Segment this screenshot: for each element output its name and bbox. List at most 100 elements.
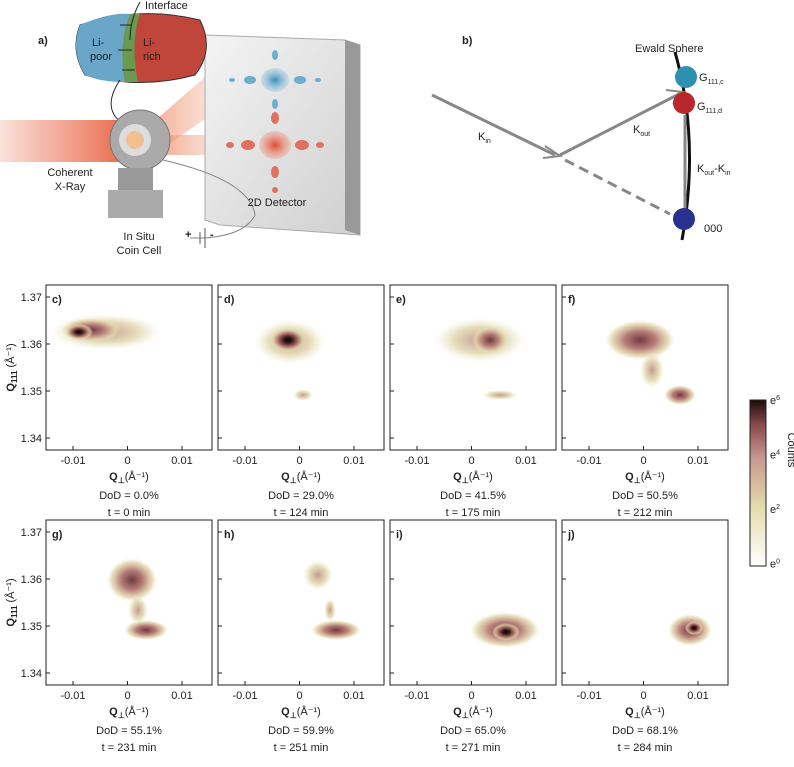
panel-label: j) — [567, 529, 575, 541]
panel-label: b) — [462, 35, 473, 47]
stand — [118, 168, 153, 193]
colorbar-gradient — [749, 399, 767, 567]
colorbar-tick-label: e4 — [770, 450, 780, 462]
dod-label: DoD = 29.0% — [268, 490, 334, 502]
x-tick-label: -0.01 — [576, 690, 601, 702]
intensity-blob — [324, 598, 336, 622]
detector-edge — [345, 40, 360, 235]
panel-label: e) — [396, 294, 406, 306]
heatmap-panel: f) -0.01 0 0.01 Q⊥(Å⁻¹) DoD = 50.5% t = 212 mi… — [561, 284, 729, 519]
panel-a: a) Interface Li- poor Li- rich Coherent … — [0, 0, 361, 257]
intensity-blob — [605, 320, 675, 360]
x-tick-label: 0.01 — [515, 455, 536, 467]
plot-area — [45, 284, 213, 451]
label: Li- — [92, 37, 105, 49]
intensity-blob — [685, 621, 703, 635]
x-tick-label: -0.01 — [60, 690, 85, 702]
dod-label: DoD = 68.1% — [612, 725, 678, 737]
y-tick-label: 1.35 — [21, 386, 42, 398]
x-tick-label: 0.01 — [171, 690, 192, 702]
label: Coin Cell — [117, 245, 162, 257]
label: Kin — [478, 131, 491, 145]
intensity-blob — [303, 560, 333, 590]
x-axis-label: Q⊥(Å⁻¹) — [109, 705, 149, 720]
heatmap-panel: e) -0.01 0 0.01 Q⊥(Å⁻¹) DoD = 41.5% t = 175 mi… — [389, 284, 557, 519]
panel-label: i) — [396, 529, 403, 541]
x-axis-label: Q⊥(Å⁻¹) — [281, 470, 321, 485]
panel-label: h) — [224, 529, 235, 541]
label: Interface — [145, 0, 188, 12]
panel-b: b) Ewald Sphere G111,c G111,d Kin Kout K… — [431, 35, 731, 241]
x-tick-label: 0.01 — [687, 455, 708, 467]
time-label: t = 231 min — [102, 742, 157, 754]
panel-label: c) — [52, 294, 62, 306]
colorbar-tick-label: e2 — [770, 504, 780, 516]
time-label: t = 271 min — [446, 742, 501, 754]
y-tick-label: 1.37 — [21, 292, 42, 304]
detector-spots — [226, 50, 324, 193]
x-tick-label: -0.01 — [232, 455, 257, 467]
intensity-blob — [107, 558, 157, 602]
label: X-Ray — [55, 181, 86, 193]
intensity-blob — [640, 352, 664, 388]
interface-arrows — [118, 1, 141, 71]
intensity-blob — [128, 595, 148, 625]
origin-spot — [673, 208, 695, 230]
y-tick-label: 1.36 — [21, 574, 42, 586]
x-tick-label: -0.01 — [404, 455, 429, 467]
label: - — [210, 229, 214, 241]
x-tick-label: 0.01 — [171, 455, 192, 467]
stand-base — [108, 190, 163, 218]
x-tick-label: 0.01 — [343, 455, 364, 467]
intensity-blob — [293, 389, 313, 401]
intensity-blob — [482, 390, 518, 400]
x-tick-label: 0 — [468, 455, 474, 467]
x-axis-label: Q⊥(Å⁻¹) — [109, 470, 149, 485]
heatmap-panel: j) -0.01 0 0.01 Q⊥(Å⁻¹) DoD = 68.1% t = 284 mi… — [561, 519, 729, 754]
x-axis-label: Q⊥(Å⁻¹) — [453, 705, 493, 720]
y-tick-label: 1.37 — [21, 527, 42, 539]
label: 000 — [704, 223, 722, 235]
k-dashed — [564, 158, 671, 216]
dod-label: DoD = 59.9% — [268, 725, 334, 737]
beam-spot — [126, 131, 144, 149]
label: + — [185, 229, 191, 241]
x-tick-label: 0 — [124, 690, 130, 702]
intensity-blob — [472, 326, 508, 354]
plot-area — [217, 284, 385, 451]
y-axis-label: Q111 (Å⁻¹) — [4, 343, 19, 391]
label: G111,d — [697, 101, 722, 115]
x-tick-label: 0 — [640, 690, 646, 702]
panel-label: f) — [568, 294, 576, 306]
g-c-spot — [675, 66, 697, 88]
label: Kout — [633, 124, 650, 138]
dod-label: DoD = 50.5% — [612, 490, 678, 502]
label: 2D Detector — [248, 197, 307, 209]
time-label: t = 0 min — [108, 507, 151, 519]
plot-area — [389, 519, 557, 686]
x-axis-label: Q⊥(Å⁻¹) — [281, 705, 321, 720]
colorbar-title: Counts — [785, 433, 794, 468]
time-label: t = 251 min — [274, 742, 329, 754]
label: Ewald Sphere — [635, 43, 704, 55]
label: In Situ — [123, 231, 154, 243]
x-tick-label: 0 — [296, 690, 302, 702]
x-tick-label: -0.01 — [576, 455, 601, 467]
intensity-blob — [492, 623, 520, 641]
label: Coherent — [47, 167, 92, 179]
x-tick-label: -0.01 — [60, 455, 85, 467]
time-label: t = 175 min — [446, 507, 501, 519]
time-label: t = 124 min — [274, 507, 329, 519]
y-tick-label: 1.34 — [21, 668, 42, 680]
intensity-blob — [311, 620, 361, 640]
intensity-blob — [65, 324, 93, 340]
wire — [162, 159, 256, 239]
colorbar: Counts e6 e4 e2 e0 — [749, 395, 794, 571]
dod-label: DoD = 55.1% — [96, 725, 162, 737]
y-tick-label: 1.36 — [21, 339, 42, 351]
interface-band — [122, 13, 140, 82]
plot-area — [217, 519, 385, 686]
label: poor — [90, 51, 112, 63]
x-tick-label: 0.01 — [515, 690, 536, 702]
k-in-arrow — [431, 93, 556, 157]
